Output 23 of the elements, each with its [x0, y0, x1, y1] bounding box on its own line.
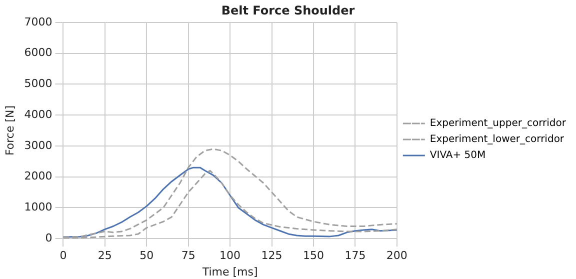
- y-tick-label: 7000: [24, 15, 52, 28]
- x-tick-label: 150: [302, 249, 324, 262]
- legend-label: Experiment_upper_corridor: [430, 118, 567, 130]
- x-tick-label: 125: [261, 249, 282, 262]
- legend-label: VIVA+ 50M: [430, 150, 486, 162]
- x-tick-label: 50: [140, 249, 154, 262]
- y-tick-label: 2000: [24, 170, 52, 183]
- y-tick-label: 6000: [24, 46, 52, 60]
- x-tick-label: 175: [344, 249, 366, 262]
- legend-label: Experiment_lower_corridor: [430, 134, 565, 146]
- y-tick-label: 5000: [24, 77, 52, 90]
- y-axis-title: Force [N]: [3, 105, 16, 156]
- y-tick-label: 0: [45, 231, 52, 244]
- x-tick-label: 100: [220, 249, 241, 262]
- x-tick-label: 25: [98, 249, 112, 262]
- y-tick-label: 4000: [24, 108, 52, 121]
- x-tick-label: 0: [60, 249, 67, 262]
- x-tick-label: 75: [181, 249, 196, 262]
- x-axis-title: Time [ms]: [201, 265, 258, 278]
- y-tick-label: 1000: [24, 200, 52, 214]
- y-tick-label: 3000: [24, 138, 52, 152]
- x-tick-label: 200: [386, 249, 408, 262]
- chart-title: Belt Force Shoulder: [221, 3, 355, 18]
